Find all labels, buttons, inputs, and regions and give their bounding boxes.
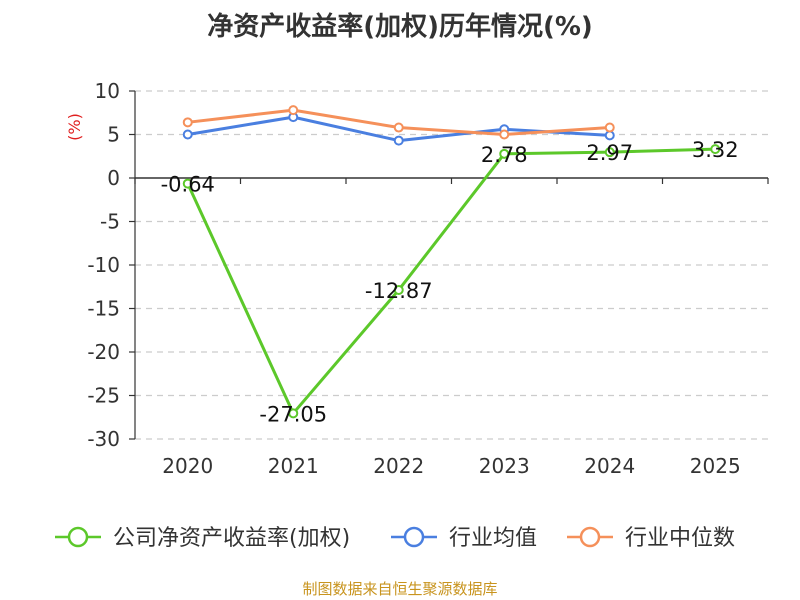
y-axis-unit: (%) [65,113,84,141]
legend-marker-circle [403,526,425,548]
data-point [604,147,615,158]
data-point [499,129,510,140]
y-tick-label: -25 [87,384,120,408]
data-label: -12.87 [365,279,433,303]
x-tick-label: 2022 [373,454,424,478]
data-point [710,144,721,155]
y-tick-label: 0 [107,166,120,190]
legend-label: 行业均值 [449,526,537,551]
series-lines [182,105,721,419]
data-label: 3.32 [692,138,739,162]
data-point [288,105,299,116]
x-tick-label: 2021 [268,454,319,478]
x-tick-label: 2020 [162,454,213,478]
y-tick-label: -10 [87,253,120,277]
legend-marker-circle [579,526,601,548]
data-label: -0.64 [161,173,215,197]
axes: 10 5 0 -5 -10 -15 -20 -25 -30 (%) 2020 2021 2022 2023… [65,79,769,478]
data-point [604,130,615,141]
legend-label: 行业中位数 [625,526,735,551]
y-tick-label: -30 [87,427,120,451]
source-footer: 制图数据来自恒生聚源数据库 [302,580,498,598]
data-point [288,408,299,419]
data-point [604,122,615,133]
y-tick-label: -5 [100,210,120,234]
data-point [393,135,404,146]
y-tick-label: -15 [87,297,120,321]
data-labels: -0.64 -27.05 -12.87 2.78 2.97 3.32 [161,138,739,426]
y-tick-label: 10 [95,79,120,103]
chart-title: 净资产收益率(加权)历年情况(%) [207,12,593,42]
data-label: 2.78 [481,143,528,167]
data-point [393,122,404,133]
data-point [182,178,193,189]
data-label: -27.05 [259,402,327,426]
y-tick-label: -20 [87,340,120,364]
data-point [499,148,510,159]
y-tick-label: 5 [107,123,120,147]
grid-lines [135,90,768,440]
legend-marker-circle [67,526,89,548]
data-point [393,284,404,295]
series-line-0 [186,147,716,415]
x-tick-label: 2024 [584,454,635,478]
data-point [182,117,193,128]
data-label: 2.97 [586,141,633,165]
x-tick-label: 2023 [479,454,530,478]
legend: 公司净资产收益率(加权) 行业均值 行业中位数 [55,526,735,551]
legend-label: 公司净资产收益率(加权) [113,526,350,551]
x-tick-label: 2025 [690,454,741,478]
data-point [182,129,193,140]
